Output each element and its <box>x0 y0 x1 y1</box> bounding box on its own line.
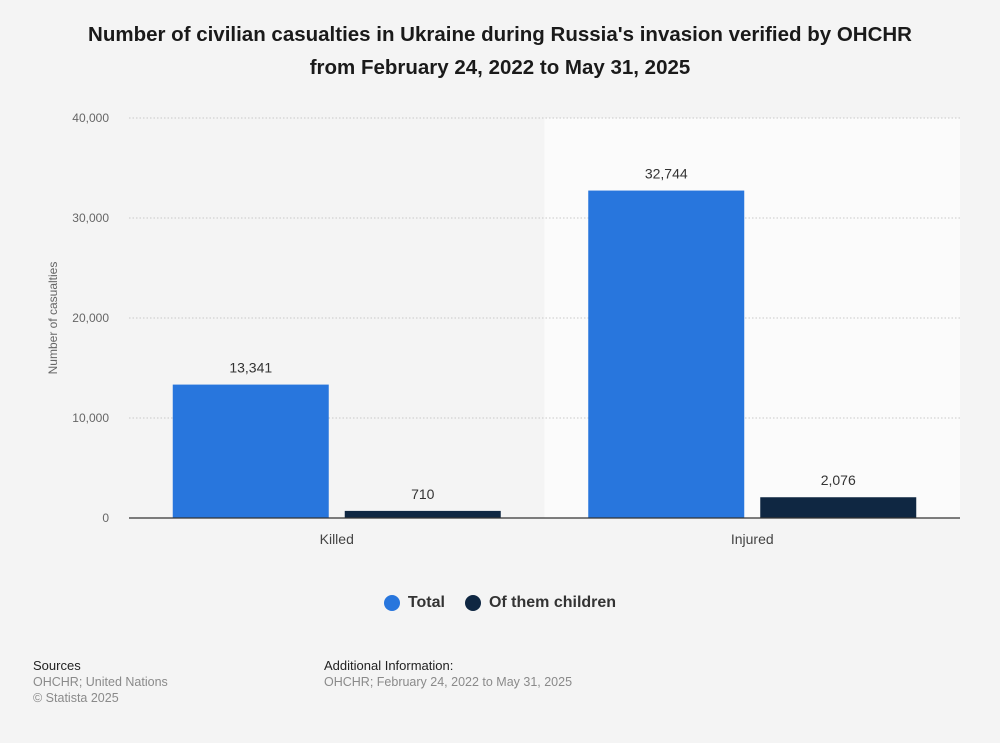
legend-label-children: Of them children <box>488 594 617 611</box>
additional-info-heading: Additional Information: <box>324 658 454 673</box>
y-tick-label: 10,000 <box>72 411 109 425</box>
sources-block: Sources OHCHR; United Nations © Statista… <box>33 658 168 706</box>
data-label: 710 <box>411 486 435 502</box>
legend-swatch-total <box>383 595 400 611</box>
bar <box>344 510 501 518</box>
legend: Total Of them children <box>0 594 1000 612</box>
x-tick-label: Killed <box>320 531 354 547</box>
additional-info-line: OHCHR; February 24, 2022 to May 31, 2025 <box>324 675 573 689</box>
chart-title-line-2: from February 24, 2022 to May 31, 2025 <box>309 56 691 79</box>
y-tick-label: 30,000 <box>72 211 109 225</box>
legend-item-total[interactable]: Total <box>383 594 445 612</box>
legend-item-children[interactable]: Of them children <box>464 594 617 612</box>
chart-title: Number of civilian casualties in Ukraine… <box>40 18 960 84</box>
sources-line: OHCHR; United Nations <box>33 675 168 689</box>
bar <box>588 190 745 518</box>
data-label: 2,076 <box>821 472 856 488</box>
y-tick-label: 40,000 <box>72 111 109 125</box>
y-axis-label: Number of casualties <box>46 262 60 375</box>
y-tick-label: 0 <box>102 511 109 525</box>
chart-title-line-1: Number of civilian casualties in Ukraine… <box>88 23 912 46</box>
bar <box>760 497 917 518</box>
legend-swatch-children <box>464 595 481 611</box>
additional-info-block: Additional Information: OHCHR; February … <box>324 658 572 690</box>
data-label: 32,744 <box>645 166 688 182</box>
sources-heading: Sources <box>33 658 81 673</box>
bar <box>172 384 329 518</box>
x-tick-label: Injured <box>731 531 774 547</box>
bar-chart: 0 10,000 20,000 30,000 40,000 Number of casua… <box>46 111 960 547</box>
y-tick-label: 20,000 <box>72 311 109 325</box>
data-label: 13,341 <box>229 360 272 376</box>
copyright-line: © Statista 2025 <box>33 691 119 705</box>
legend-label-total: Total <box>407 594 445 611</box>
